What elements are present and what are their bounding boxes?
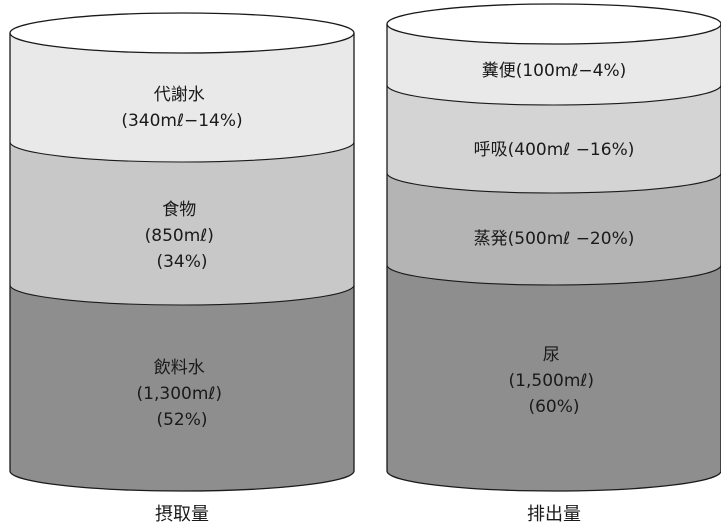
output-caption: 排出量 — [527, 504, 581, 525]
intake-cylinder: 代謝水 (340mℓ−14%) 食物 (850mℓ) (34%) 飲料水 (1,… — [9, 12, 355, 525]
output-segment-2-label: 呼吸(400mℓ −16%) — [474, 140, 635, 160]
intake-segment-drinking-water — [10, 285, 354, 491]
output-cylinder: 糞便(100mℓ−4%) 呼吸(400mℓ −16%) 蒸発(500mℓ −20… — [386, 3, 721, 525]
intake-segment-metabolic-water — [10, 33, 354, 162]
intake-segment-3-label: 飲料水 (1,300mℓ) (52%) — [137, 358, 228, 430]
output-cylinder-top — [386, 3, 721, 45]
intake-segment-1-label: 代謝水 (340mℓ−14%) — [121, 85, 242, 131]
output-divider-1 — [386, 84, 721, 106]
output-segment-3-label: 蒸発(500mℓ −20%) — [474, 229, 635, 249]
output-segment-4-label: 尿 (1,500mℓ) (60%) — [509, 345, 600, 417]
intake-segment-food — [10, 142, 354, 305]
intake-segment-2-label: 食物 (850mℓ) (34%) — [145, 200, 220, 272]
output-segment-respiration — [387, 85, 721, 193]
output-segment-evaporation — [387, 173, 721, 285]
output-cylinder-outline — [386, 24, 721, 492]
output-segment-1-label: 糞便(100mℓ−4%) — [482, 61, 627, 81]
output-segment-feces — [387, 24, 721, 105]
output-segment-urine — [387, 265, 721, 491]
output-divider-2 — [386, 172, 721, 194]
intake-divider-1 — [9, 141, 355, 163]
intake-cylinder-top — [9, 12, 355, 54]
intake-caption: 摂取量 — [155, 504, 209, 525]
output-divider-3 — [386, 264, 721, 286]
intake-divider-2 — [9, 284, 355, 306]
intake-cylinder-outline — [9, 33, 355, 492]
